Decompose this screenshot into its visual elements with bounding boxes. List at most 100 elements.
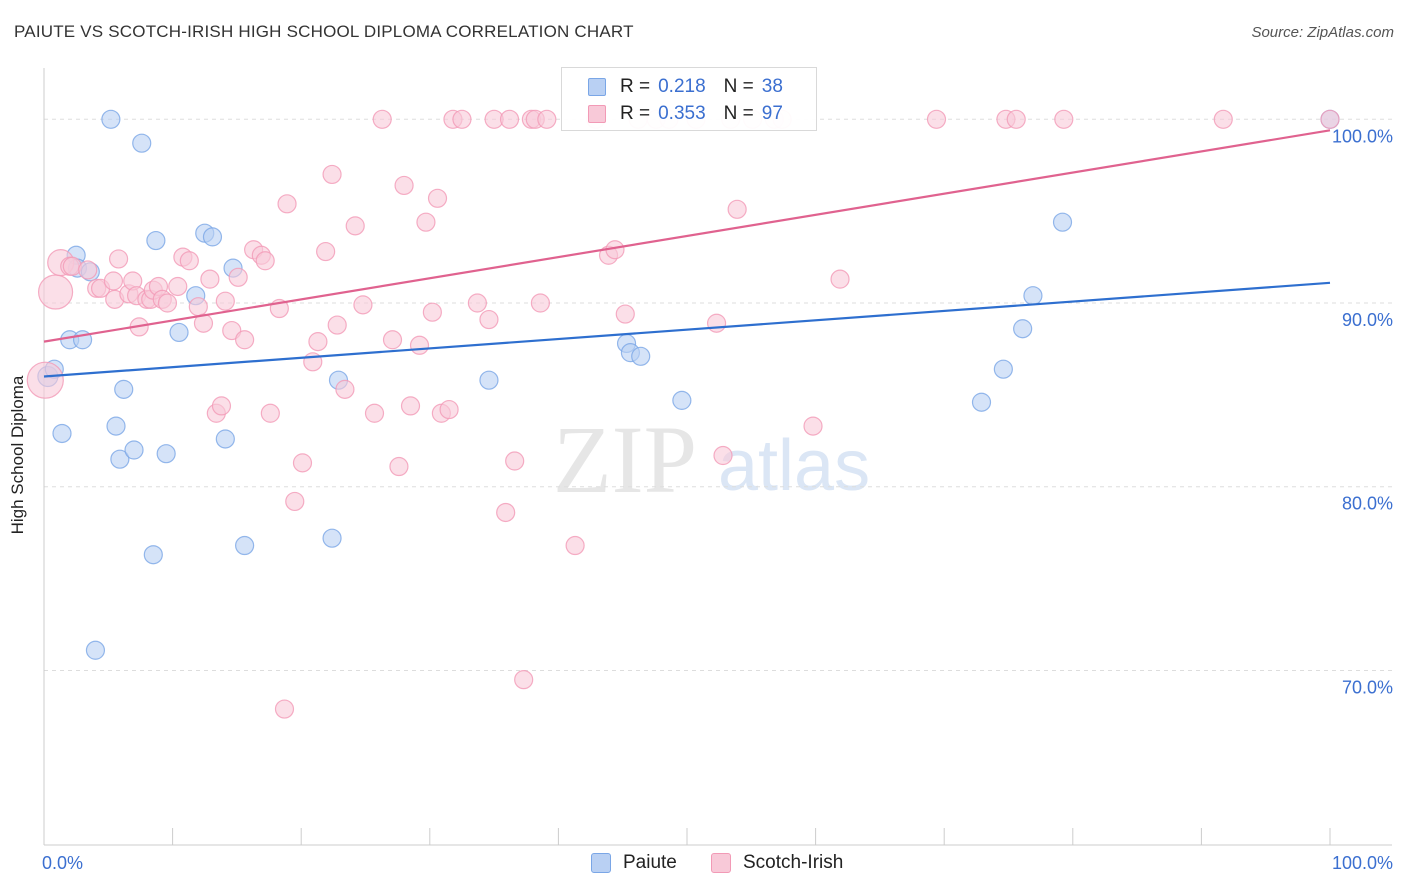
point-scotch-irish [830,269,850,289]
point-scotch-irish [427,188,448,208]
y-tick-label: 90.0% [1342,310,1393,330]
point-scotch-irish [1320,109,1340,129]
y-tick-label: 70.0% [1342,677,1393,697]
data-points [26,109,1340,719]
point-scotch-irish [537,109,557,129]
point-scotch-irish [400,396,421,416]
legend-item-paiute[interactable]: Paiute [591,852,677,874]
point-scotch-irish [255,251,275,271]
point-scotch-irish [316,241,336,262]
point-scotch-irish [188,297,208,317]
point-paiute [106,416,126,436]
point-paiute [114,379,134,399]
paiute-swatch [588,78,606,96]
trend-line-paiute [43,281,1331,378]
point-scotch-irish [157,293,178,313]
point-scotch-irish [103,271,124,291]
r-value: 0.353 [658,103,706,124]
point-scotch-irish [228,267,248,287]
point-paiute [143,545,163,565]
point-scotch-irish [364,403,385,423]
point-scotch-irish [78,260,98,280]
x-tick-label-max: 100.0% [1332,853,1393,873]
point-paiute [132,133,152,153]
point-scotch-irish [713,445,733,466]
point-paiute [169,322,189,343]
point-paiute [631,346,651,366]
y-tick-label: 80.0% [1342,494,1393,514]
trend-line-scotch-irish [43,129,1331,343]
point-paiute [146,230,166,251]
n-label: N = [723,76,754,97]
point-scotch-irish [706,313,727,333]
point-paiute [993,359,1013,379]
legend-label: Paiute [623,852,677,873]
point-paiute [479,370,499,390]
point-scotch-irish [439,399,459,420]
point-paiute [85,640,106,660]
point-scotch-irish [1054,109,1074,129]
point-scotch-irish [382,330,403,350]
r-label: R = [620,103,651,124]
point-scotch-irish [193,313,214,333]
y-tick-labels: 100.0% 90.0% 80.0% 70.0% [1332,126,1393,697]
point-scotch-irish [926,109,947,129]
point-scotch-irish [335,379,355,399]
watermark: ZIP atlas [553,406,870,513]
point-scotch-irish [308,332,328,352]
point-scotch-irish [108,249,129,269]
paiute-legend-swatch [591,853,611,873]
point-scotch-irish [215,291,235,311]
point-scotch-irish [409,335,430,355]
point-scotch-irish [292,453,313,473]
point-paiute [235,535,255,556]
legend-item-scotch-irish[interactable]: Scotch-Irish [711,852,843,874]
point-scotch-irish [168,276,188,297]
source-label: Source: ZipAtlas.com [1251,24,1394,41]
point-scotch-irish [37,274,74,310]
n-label: N = [723,103,754,124]
point-scotch-irish [1213,109,1233,129]
r-label: R = [620,76,651,97]
point-scotch-irish [505,451,525,471]
point-scotch-irish [422,302,442,322]
point-scotch-irish [394,175,414,196]
point-scotch-irish [211,396,232,416]
y-tick-label: 100.0% [1332,126,1393,146]
watermark-zip: ZIP [553,406,697,513]
point-scotch-irish [530,293,550,313]
x-tick-label-min: 0.0% [42,853,83,873]
point-paiute [322,528,342,548]
point-scotch-irish [353,295,373,315]
chart-title: PAIUTE VS SCOTCH-IRISH HIGH SCHOOL DIPLO… [14,22,634,41]
axes [43,68,1392,846]
point-scotch-irish [1006,109,1026,129]
point-scotch-irish [260,403,280,423]
point-paiute [672,390,692,410]
n-value: 38 [761,76,783,97]
point-scotch-irish [565,535,585,556]
point-paiute [202,227,223,247]
point-scotch-irish [467,293,487,313]
point-scotch-irish [452,109,472,129]
point-paiute [971,392,992,412]
legend-row-scotch-irish: R = 0.353 N = 97 [562,101,783,127]
watermark-atlas: atlas [718,426,870,506]
point-scotch-irish [479,309,499,330]
legend-row-paiute: R = 0.218 N = 38 [562,74,783,100]
point-scotch-irish [727,199,747,219]
point-scotch-irish [615,304,635,324]
point-scotch-irish [499,109,520,129]
series-legend: Paiute Scotch-Irish [0,852,1406,878]
correlation-legend: R = 0.218 N = 38 R = 0.353 N = 97 [561,67,817,131]
point-scotch-irish [416,212,436,232]
point-scotch-irish [372,109,392,129]
point-scotch-irish [327,315,347,335]
point-paiute [110,449,130,469]
point-paiute [124,440,144,460]
point-scotch-irish [496,502,516,523]
legend-label: Scotch-Irish [743,852,844,873]
point-scotch-irish [274,699,295,719]
point-scotch-irish [200,269,220,289]
